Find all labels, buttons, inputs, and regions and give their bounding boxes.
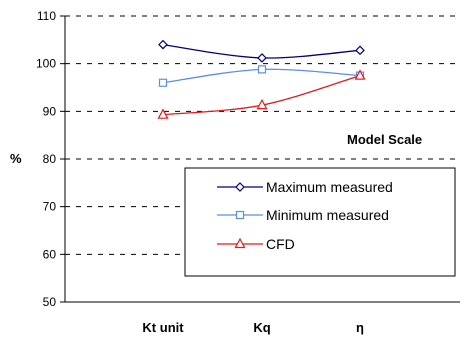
data-point [158, 78, 168, 87]
x-category-labels: Kt unit Kq η [142, 320, 364, 335]
y-tick-label: 50 [43, 295, 57, 309]
legend-label: Maximum measured [266, 179, 393, 195]
series-group [157, 39, 366, 119]
y-tick-label: 60 [43, 247, 57, 261]
series-diamond [158, 39, 365, 63]
x-category-label: Kq [253, 320, 270, 335]
legend-marker [235, 210, 245, 220]
data-point [158, 39, 168, 50]
legend-marker [235, 182, 245, 192]
x-category-label: Kt unit [142, 320, 184, 335]
data-point [256, 98, 268, 110]
y-axis-label: % [10, 151, 22, 166]
y-tick-label: 100 [36, 57, 56, 71]
y-tick-label: 70 [43, 200, 57, 214]
series-square [158, 65, 365, 87]
legend-marker [234, 237, 246, 249]
data-point [355, 45, 365, 56]
legend-label: Minimum measured [266, 207, 389, 223]
x-category-label: η [356, 320, 364, 335]
data-point [257, 65, 267, 74]
legend-box [184, 167, 456, 277]
y-tick-label: 90 [43, 104, 57, 118]
y-tick-label: 80 [43, 152, 57, 166]
legend: Maximum measured Minimum measured CFD [184, 167, 456, 277]
legend-label: CFD [266, 236, 295, 252]
data-point [354, 69, 366, 80]
model-scale-annotation: Model Scale [347, 132, 422, 147]
y-tick-label: 110 [37, 9, 56, 23]
series-triangle [157, 69, 366, 119]
data-point [257, 53, 267, 63]
y-ticks: 50 60 70 80 90 100 110 [36, 9, 65, 309]
data-point [157, 108, 169, 119]
